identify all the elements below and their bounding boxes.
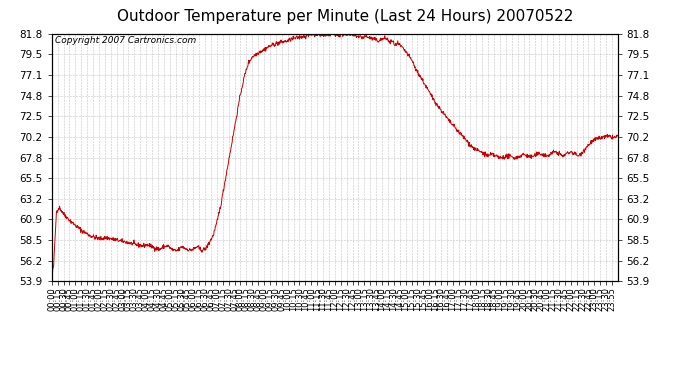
Text: Copyright 2007 Cartronics.com: Copyright 2007 Cartronics.com	[55, 36, 196, 45]
Text: Outdoor Temperature per Minute (Last 24 Hours) 20070522: Outdoor Temperature per Minute (Last 24 …	[117, 9, 573, 24]
